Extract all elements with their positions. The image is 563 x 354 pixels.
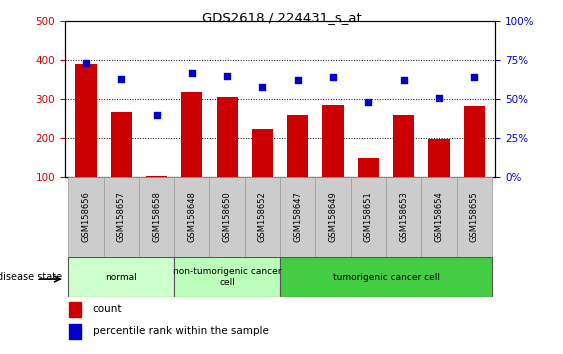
Point <box>258 84 267 90</box>
FancyBboxPatch shape <box>104 177 139 257</box>
Text: non-tumorigenic cancer
cell: non-tumorigenic cancer cell <box>173 267 282 287</box>
Text: GSM158657: GSM158657 <box>117 192 126 242</box>
Bar <box>252 130 273 177</box>
Bar <box>287 115 309 177</box>
Bar <box>181 92 203 177</box>
Point <box>470 74 479 80</box>
FancyBboxPatch shape <box>315 177 351 257</box>
Bar <box>111 112 132 177</box>
Bar <box>69 302 81 317</box>
Bar <box>358 158 379 177</box>
Text: normal: normal <box>105 273 137 281</box>
FancyBboxPatch shape <box>245 177 280 257</box>
Point <box>187 70 196 75</box>
Point <box>117 76 126 82</box>
Point <box>435 95 444 101</box>
Text: GSM158658: GSM158658 <box>152 192 161 242</box>
Text: GSM158651: GSM158651 <box>364 192 373 242</box>
Text: GSM158652: GSM158652 <box>258 192 267 242</box>
FancyBboxPatch shape <box>386 177 421 257</box>
Text: GDS2618 / 224431_s_at: GDS2618 / 224431_s_at <box>202 11 361 24</box>
Point <box>152 112 161 118</box>
Text: GSM158650: GSM158650 <box>222 192 231 242</box>
Text: GSM158649: GSM158649 <box>329 192 338 242</box>
Bar <box>217 97 238 177</box>
Text: disease state: disease state <box>0 272 62 282</box>
FancyBboxPatch shape <box>421 177 457 257</box>
FancyBboxPatch shape <box>209 177 245 257</box>
Bar <box>428 139 449 177</box>
FancyBboxPatch shape <box>174 257 280 297</box>
Bar <box>393 115 414 177</box>
Point <box>399 78 408 83</box>
FancyBboxPatch shape <box>280 177 315 257</box>
Point <box>329 74 338 80</box>
Text: GSM158655: GSM158655 <box>470 192 479 242</box>
FancyBboxPatch shape <box>457 177 492 257</box>
FancyBboxPatch shape <box>351 177 386 257</box>
Text: tumorigenic cancer cell: tumorigenic cancer cell <box>333 273 440 281</box>
FancyBboxPatch shape <box>68 257 174 297</box>
Bar <box>75 64 96 177</box>
Point <box>364 99 373 105</box>
Bar <box>69 324 81 339</box>
Text: GSM158648: GSM158648 <box>187 192 196 242</box>
Bar <box>146 176 167 177</box>
Text: GSM158654: GSM158654 <box>435 192 444 242</box>
Bar <box>323 105 343 177</box>
Text: percentile rank within the sample: percentile rank within the sample <box>93 326 269 336</box>
FancyBboxPatch shape <box>139 177 174 257</box>
Text: count: count <box>93 304 122 314</box>
FancyBboxPatch shape <box>174 177 209 257</box>
Text: GSM158647: GSM158647 <box>293 192 302 242</box>
Point <box>82 61 91 66</box>
Point <box>293 78 302 83</box>
Bar <box>464 106 485 177</box>
Text: GSM158653: GSM158653 <box>399 192 408 242</box>
FancyBboxPatch shape <box>68 177 104 257</box>
FancyBboxPatch shape <box>280 257 492 297</box>
Text: GSM158656: GSM158656 <box>82 192 91 242</box>
Point <box>222 73 231 79</box>
